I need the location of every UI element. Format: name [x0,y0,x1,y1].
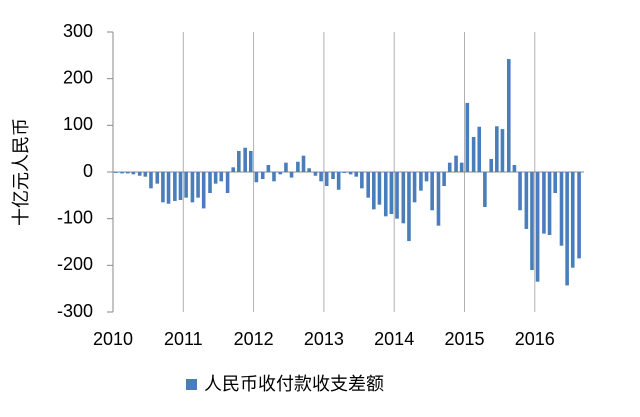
bar [535,172,540,282]
bar [254,172,259,183]
bar [173,172,177,201]
bar [424,172,429,182]
bar [553,172,557,193]
bar [289,172,294,178]
bar [366,172,370,198]
bar [489,158,494,172]
bar [542,172,546,234]
bar [243,147,247,172]
bar [284,162,288,172]
bar [301,155,306,172]
bar [447,162,452,172]
bar [196,172,200,198]
bar [506,59,511,172]
y-tick-label: -100 [57,207,93,227]
bar [342,172,347,173]
y-tick-label: 0 [83,161,93,181]
bar [419,172,423,191]
bar [565,172,569,286]
bar [372,172,376,210]
bar [430,172,434,211]
bar [248,151,253,172]
bar [471,137,476,172]
bar [512,165,517,172]
y-tick-label: -300 [57,301,93,321]
bar [331,172,335,179]
bar [178,172,183,200]
bar [137,172,142,176]
bar [219,172,224,182]
bar [395,172,399,219]
bar [324,172,329,186]
bar [348,172,353,175]
bar [208,172,212,193]
bar [190,172,195,203]
y-axis-label: 十亿元人民币 [11,118,31,226]
bar [577,172,581,259]
x-tick-label: 2013 [304,329,344,349]
x-tick-label: 2016 [515,329,555,349]
x-tick-label: 2012 [234,329,274,349]
bar [407,172,411,242]
bar [477,126,482,172]
bar [307,168,311,172]
bar [296,161,300,172]
bar [483,172,487,207]
x-tick-label: 2011 [164,329,203,349]
bar [412,172,417,203]
bar [360,172,364,189]
bar [125,172,130,174]
bar [161,172,165,203]
bar [149,172,153,189]
bar [454,155,458,172]
bar [442,172,446,186]
bar [201,172,206,209]
bar [401,172,406,224]
y-tick-label: 100 [63,114,93,134]
bar [530,172,534,270]
bar [383,172,388,217]
bar [518,172,522,211]
bar [155,172,160,184]
x-tick-label: 2010 [93,329,133,349]
bar [213,172,218,184]
y-tick-label: 200 [63,67,93,87]
bar [131,172,136,175]
bar [184,172,188,198]
bar [166,172,171,204]
legend-label: 人民币收付款收支差额 [204,374,384,394]
bar [266,165,271,172]
y-tick-label: 300 [63,21,93,41]
bar [465,102,470,172]
y-tick-label: -200 [57,254,93,274]
bar [459,162,464,172]
legend-swatch [186,379,197,390]
bar [389,172,394,214]
bar [313,172,318,176]
bar [559,172,564,246]
bar [237,151,241,172]
bar [278,172,283,175]
bar [143,172,148,177]
bar [336,172,341,190]
bar [260,172,265,179]
bar [225,172,230,193]
bar [500,129,505,172]
x-tick-label: 2015 [444,329,484,349]
bar [436,172,441,226]
bar [377,172,382,205]
bar [319,172,323,182]
bar [114,172,118,173]
bar [354,172,359,177]
x-tick-label: 2014 [374,329,414,349]
bar [272,172,276,182]
bar [524,172,529,229]
bar [120,172,124,174]
bar [495,126,499,172]
bar [570,172,575,268]
bar [231,167,236,172]
bar [547,172,552,235]
